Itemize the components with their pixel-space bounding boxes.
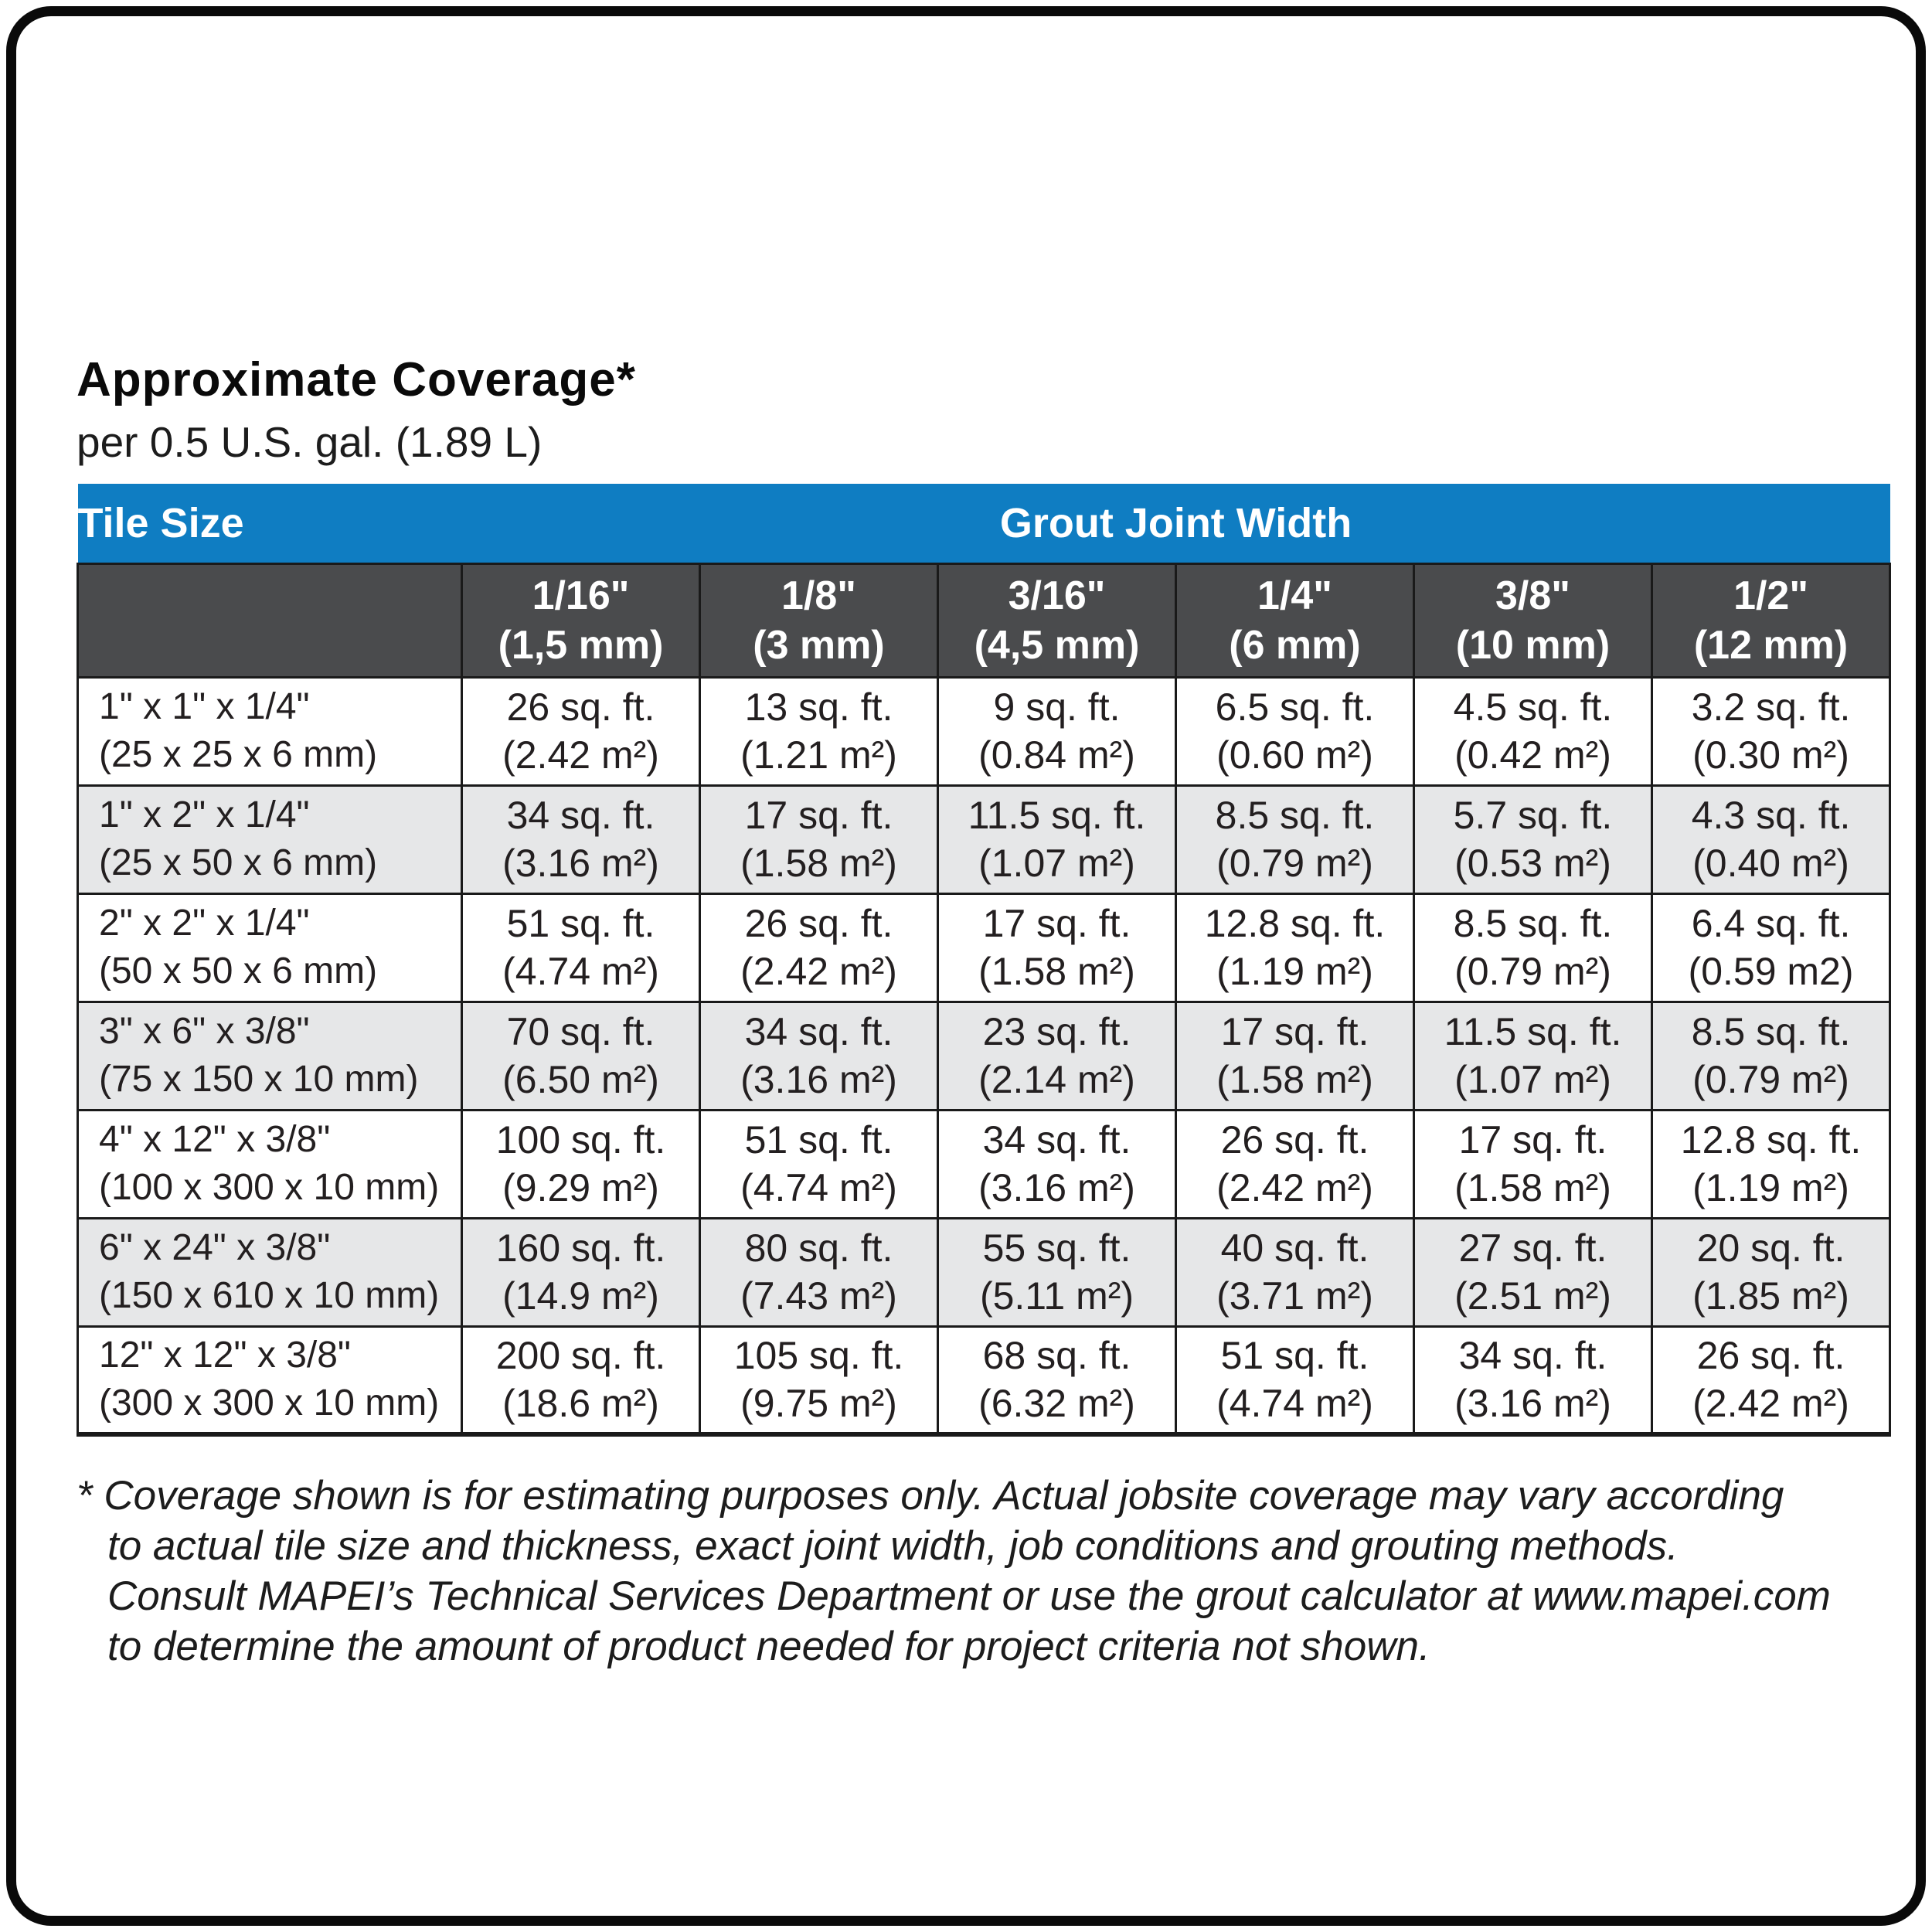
column-header-cell: 1/4" (6 mm): [1175, 562, 1415, 679]
tile-size-cell: 3" x 6" x 3/8" (75 x 150 x 10 mm): [77, 1000, 463, 1111]
column-header-row: 1/16" (1,5 mm) 1/8" (3 mm) 3/16" (4,5 mm) 1/4"…: [77, 562, 1892, 679]
coverage-cell: 160 sq. ft. (14.9 m²): [461, 1216, 701, 1328]
coverage-cell: 17 sq. ft. (1.58 m²): [699, 784, 939, 895]
coverage-cell: 51 sq. ft. (4.74 m²): [699, 1108, 939, 1219]
footnote-line: * Coverage shown is for estimating purpo…: [77, 1473, 1784, 1519]
coverage-cell: 80 sq. ft. (7.43 m²): [699, 1216, 939, 1328]
coverage-cell: 4.5 sq. ft. (0.42 m²): [1413, 675, 1653, 787]
coverage-cell: 3.2 sq. ft. (0.30 m²): [1650, 675, 1892, 787]
page-subtitle: per 0.5 U.S. gal. (1.89 L): [77, 418, 543, 466]
coverage-cell: 23 sq. ft. (2.14 m²): [937, 1000, 1177, 1111]
table-row: 2" x 2" x 1/4" (50 x 50 x 6 mm) 51 sq. ft.…: [77, 892, 1892, 1003]
coverage-table: Tile Size Grout Joint Width 1/16" (1,5 mm…: [77, 484, 1892, 1437]
tile-size-header: Tile Size: [77, 484, 462, 563]
table-row: 6" x 24" x 3/8" (150 x 610 x 10 mm) 160 sq…: [77, 1216, 1892, 1328]
coverage-cell: 12.8 sq. ft. (1.19 m²): [1175, 892, 1415, 1003]
coverage-cell: 70 sq. ft. (6.50 m²): [461, 1000, 701, 1111]
table-row: 1" x 1" x 1/4" (25 x 25 x 6 mm) 26 sq. ft.…: [77, 675, 1892, 787]
coverage-cell: 20 sq. ft. (1.85 m²): [1650, 1216, 1892, 1328]
column-header-cell: 3/16" (4,5 mm): [937, 562, 1177, 679]
coverage-cell: 6.5 sq. ft. (0.60 m²): [1175, 675, 1415, 787]
coverage-cell: 8.5 sq. ft. (0.79 m²): [1413, 892, 1653, 1003]
coverage-cell: 27 sq. ft. (2.51 m²): [1413, 1216, 1653, 1328]
column-header-cell: 1/16" (1,5 mm): [461, 562, 701, 679]
coverage-cell: 200 sq. ft. (18.6 m²): [461, 1325, 701, 1437]
column-header-cell: 3/8" (10 mm): [1413, 562, 1653, 679]
coverage-cell: 17 sq. ft. (1.58 m²): [1175, 1000, 1415, 1111]
coverage-cell: 8.5 sq. ft. (0.79 m²): [1650, 1000, 1892, 1111]
table-title-row: Tile Size Grout Joint Width: [77, 484, 1890, 563]
tile-size-cell: 4" x 12" x 3/8" (100 x 300 x 10 mm): [77, 1108, 463, 1219]
coverage-cell: 100 sq. ft. (9.29 m²): [461, 1108, 701, 1219]
footnote: * Coverage shown is for estimating purpo…: [77, 1471, 1891, 1672]
footnote-line: to actual tile size and thickness, exact…: [107, 1523, 1679, 1569]
empty-corner-cell: [77, 562, 463, 679]
coverage-cell: 26 sq. ft. (2.42 m²): [1650, 1325, 1892, 1437]
coverage-cell: 34 sq. ft. (3.16 m²): [699, 1000, 939, 1111]
table-row: 3" x 6" x 3/8" (75 x 150 x 10 mm) 70 sq. f…: [77, 1000, 1892, 1111]
tile-size-cell: 1" x 2" x 1/4" (25 x 50 x 6 mm): [77, 784, 463, 895]
coverage-cell: 17 sq. ft. (1.58 m²): [937, 892, 1177, 1003]
tile-size-cell: 6" x 24" x 3/8" (150 x 610 x 10 mm): [77, 1216, 463, 1328]
column-header-cell: 1/2" (12 mm): [1650, 562, 1892, 679]
coverage-cell: 11.5 sq. ft. (1.07 m²): [1413, 1000, 1653, 1111]
coverage-cell: 51 sq. ft. (4.74 m²): [1175, 1325, 1415, 1437]
tile-size-cell: 12" x 12" x 3/8" (300 x 300 x 10 mm): [77, 1325, 463, 1437]
coverage-cell: 5.7 sq. ft. (0.53 m²): [1413, 784, 1653, 895]
coverage-cell: 34 sq. ft. (3.16 m²): [461, 784, 701, 895]
coverage-cell: 4.3 sq. ft. (0.40 m²): [1650, 784, 1892, 895]
column-header-cell: 1/8" (3 mm): [699, 562, 939, 679]
table-row: 4" x 12" x 3/8" (100 x 300 x 10 mm) 100 sq…: [77, 1108, 1892, 1219]
coverage-cell: 12.8 sq. ft. (1.19 m²): [1650, 1108, 1892, 1219]
grout-joint-width-header: Grout Joint Width: [461, 484, 1890, 563]
coverage-cell: 51 sq. ft. (4.74 m²): [461, 892, 701, 1003]
coverage-cell: 34 sq. ft. (3.16 m²): [1413, 1325, 1653, 1437]
coverage-cell: 8.5 sq. ft. (0.79 m²): [1175, 784, 1415, 895]
coverage-cell: 68 sq. ft. (6.32 m²): [937, 1325, 1177, 1437]
table-row: 1" x 2" x 1/4" (25 x 50 x 6 mm) 34 sq. ft.…: [77, 784, 1892, 895]
coverage-cell: 11.5 sq. ft. (1.07 m²): [937, 784, 1177, 895]
coverage-cell: 105 sq. ft. (9.75 m²): [699, 1325, 939, 1437]
page-title: Approximate Coverage*: [77, 353, 636, 406]
document-card: Approximate Coverage* per 0.5 U.S. gal. …: [6, 6, 1926, 1926]
footnote-line: to determine the amount of product neede…: [107, 1624, 1430, 1669]
coverage-cell: 26 sq. ft. (2.42 m²): [461, 675, 701, 787]
table-row: 12" x 12" x 3/8" (300 x 300 x 10 mm) 200 s…: [77, 1325, 1892, 1437]
coverage-cell: 26 sq. ft. (2.42 m²): [699, 892, 939, 1003]
coverage-cell: 40 sq. ft. (3.71 m²): [1175, 1216, 1415, 1328]
tile-size-cell: 2" x 2" x 1/4" (50 x 50 x 6 mm): [77, 892, 463, 1003]
coverage-cell: 6.4 sq. ft. (0.59 m2): [1650, 892, 1892, 1003]
coverage-section: Approximate Coverage* per 0.5 U.S. gal. …: [77, 353, 1892, 1672]
coverage-cell: 9 sq. ft. (0.84 m²): [937, 675, 1177, 787]
footnote-line: Consult MAPEI’s Technical Services Depar…: [107, 1573, 1831, 1619]
coverage-cell: 26 sq. ft. (2.42 m²): [1175, 1108, 1415, 1219]
coverage-cell: 34 sq. ft. (3.16 m²): [937, 1108, 1177, 1219]
coverage-cell: 17 sq. ft. (1.58 m²): [1413, 1108, 1653, 1219]
coverage-cell: 55 sq. ft. (5.11 m²): [937, 1216, 1177, 1328]
coverage-cell: 13 sq. ft. (1.21 m²): [699, 675, 939, 787]
tile-size-cell: 1" x 1" x 1/4" (25 x 25 x 6 mm): [77, 675, 463, 787]
